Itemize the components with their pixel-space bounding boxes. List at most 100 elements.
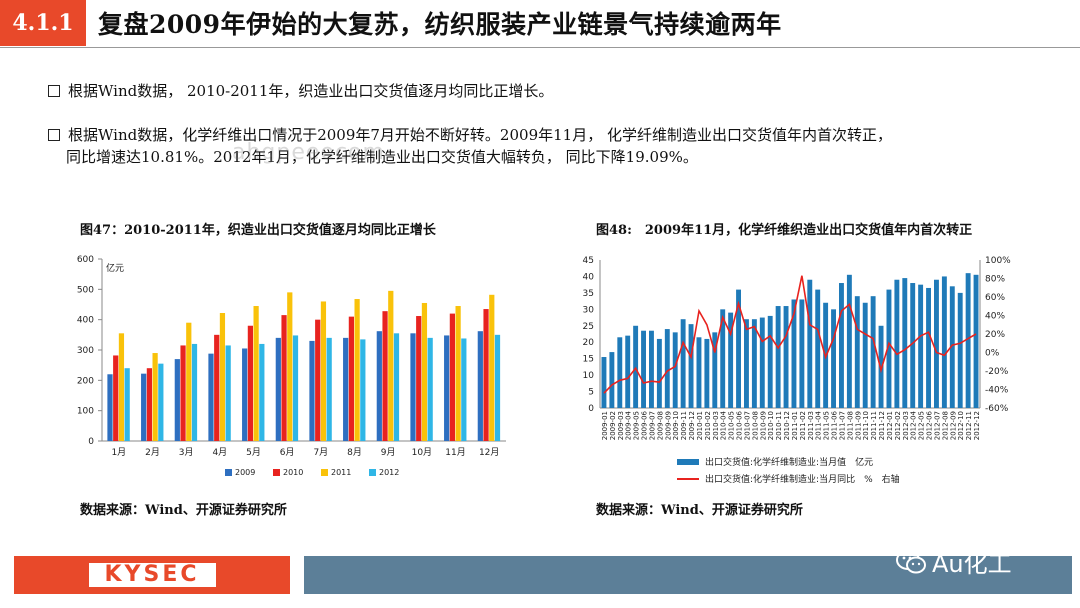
bar-monthly-value: [807, 279, 813, 408]
legend-swatch-2010: [273, 469, 280, 476]
x-tick-label: 2010-06: [736, 410, 744, 440]
bar-2011: [219, 312, 226, 441]
bar-monthly-value: [910, 283, 916, 408]
x-tick-label: 2012-02: [894, 411, 902, 440]
page-title: 复盘2009年伊始的大复苏，纺织服装产业链景气持续逾两年: [98, 10, 782, 39]
y-tick-label: 300: [77, 346, 94, 356]
bar-monthly-value: [609, 352, 615, 408]
x-tick-label: 2010-12: [783, 411, 791, 440]
bar-2009: [275, 337, 281, 441]
y-tick-label: 500: [77, 285, 94, 295]
bar-monthly-value: [656, 338, 662, 408]
x-tick-label: 1月: [111, 447, 126, 458]
bar-monthly-value: [617, 337, 623, 408]
bar-monthly-value: [775, 306, 781, 408]
bar-2009: [376, 331, 382, 441]
bullet-2: 根据Wind数据，化学纤维出口情况于2009年7月开始不断好转。2009年11月…: [48, 124, 1048, 146]
x-tick-label: 10月: [412, 447, 432, 458]
x-tick-label: 2011-10: [862, 411, 870, 440]
x-tick-label: 2010-03: [712, 411, 720, 440]
bar-monthly-value: [854, 296, 860, 408]
kysec-logo: KYSEC: [14, 556, 290, 594]
right-tick-label: 40%: [985, 312, 1005, 322]
right-tick-label: 80%: [985, 275, 1005, 285]
bar-monthly-value: [649, 330, 654, 408]
bullet-box-icon: [48, 85, 60, 97]
watermark: ahgpeeecom: [232, 140, 385, 165]
bar-2010: [113, 355, 119, 441]
bar-2012: [124, 368, 130, 441]
bar-2012: [360, 339, 366, 441]
bar-monthly-value: [696, 337, 702, 408]
x-tick-label: 2010-10: [767, 411, 775, 440]
bar-monthly-value: [759, 317, 765, 408]
x-tick-label: 2009-11: [680, 411, 688, 440]
bar-monthly-value: [815, 289, 821, 408]
x-tick-label: 2010-04: [720, 410, 728, 440]
x-tick-label: 2011-02: [799, 411, 807, 440]
x-tick-label: 2011-09: [854, 411, 862, 440]
right-tick-label: -40%: [985, 386, 1009, 396]
bar-2010: [315, 319, 321, 441]
bar-2012: [225, 345, 231, 441]
bar-2011: [287, 292, 293, 441]
bar-monthly-value: [672, 332, 678, 408]
source-right: 数据来源：Wind、开源证券研究所: [596, 503, 803, 518]
x-tick-label: 2010-11: [775, 411, 783, 440]
bar-2010: [180, 345, 186, 441]
x-tick-label: 2012-11: [965, 411, 973, 440]
x-tick-label: 2011-05: [823, 411, 831, 440]
left-tick-label: 15: [583, 355, 594, 365]
bar-2011: [489, 294, 495, 441]
bullet-2-text-line2: 同比增速达10.81%。2012年1月，化学纤维制造业出口交货值大幅转负， 同比…: [66, 148, 698, 166]
left-tick-label: 45: [583, 256, 594, 266]
legend-label-line: 出口交货值:化学纤维制造业:当月同比 % 右轴: [705, 473, 900, 485]
x-tick-label: 11月: [445, 447, 465, 458]
bar-2012: [494, 334, 501, 441]
brand-text: Au化工: [932, 550, 1012, 578]
bar-monthly-value: [926, 287, 931, 408]
bar-monthly-value: [799, 299, 805, 408]
y-tick-label: 100: [77, 407, 94, 417]
bar-monthly-value: [720, 309, 726, 408]
chart-47: 0 100 200 300 400 500 600 亿元 1月 2月 3月 4月 5月 6月 7月 8月 9月 1…: [77, 255, 506, 477]
bar-monthly-value: [965, 273, 971, 408]
line-yoy-growth: [603, 275, 977, 394]
bar-2012: [259, 343, 265, 441]
bar-monthly-value: [641, 330, 646, 408]
right-tick-label: -60%: [985, 404, 1009, 414]
x-tick-label: 6月: [280, 447, 295, 458]
x-tick-label: 2009-04: [625, 410, 633, 440]
x-tick-label: 2011-04: [815, 410, 823, 440]
bar-2011: [118, 333, 125, 441]
bar-2011: [152, 353, 158, 441]
bar-monthly-value: [839, 283, 844, 408]
bar-monthly-value: [744, 319, 749, 408]
legend-label-2012: 2012: [379, 468, 399, 477]
bar-2012: [461, 338, 467, 441]
bar-2010: [214, 334, 220, 441]
bar-monthly-value: [949, 286, 955, 408]
x-tick-label: 2009-10: [672, 411, 680, 440]
bar-monthly-value: [886, 289, 892, 408]
bar-monthly-value: [902, 278, 908, 408]
bar-monthly-value: [846, 274, 852, 408]
bar-monthly-value: [934, 279, 939, 408]
bar-monthly-value: [728, 312, 734, 408]
x-tick-label: 7月: [313, 447, 328, 458]
bar-2011: [421, 302, 428, 441]
x-tick-label: 5月: [246, 447, 261, 458]
legend-label-2011: 2011: [331, 468, 351, 477]
bar-2010: [449, 313, 455, 441]
bar-monthly-value: [973, 274, 979, 408]
x-tick-label: 2009-12: [688, 411, 696, 440]
bar-2010: [348, 316, 354, 441]
source-left: 数据来源：Wind、开源证券研究所: [80, 503, 287, 518]
bar-monthly-value: [688, 324, 694, 408]
bar-monthly-value: [870, 296, 876, 408]
x-tick-label: 2010-01: [696, 411, 704, 440]
right-tick-label: -20%: [985, 367, 1009, 377]
left-tick-label: 40: [583, 272, 595, 282]
x-tick-label: 8月: [347, 447, 362, 458]
left-tick-label: 35: [583, 289, 594, 299]
